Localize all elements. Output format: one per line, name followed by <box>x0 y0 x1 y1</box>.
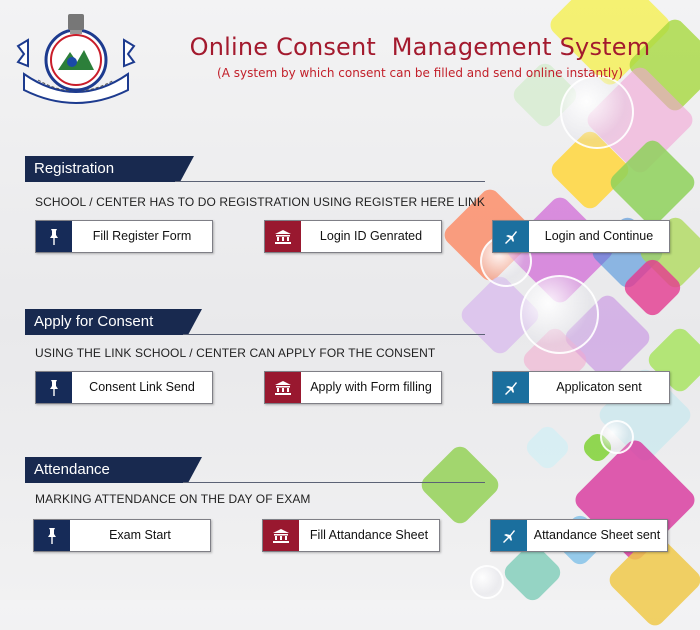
button-label: Exam Start <box>109 528 171 542</box>
section-header-registration: Registration <box>25 156 485 182</box>
button-label: Consent Link Send <box>89 380 195 394</box>
attendance-sheet-sent-button[interactable]: Attandance Sheet sent <box>490 519 668 552</box>
institution-icon <box>263 520 299 551</box>
login-id-generated-button[interactable]: Login ID Genrated <box>264 220 442 253</box>
plane-icon <box>491 520 527 551</box>
pin-icon <box>36 372 72 403</box>
exam-start-button[interactable]: Exam Start <box>33 519 211 552</box>
button-label: Applicaton sent <box>556 380 642 394</box>
section-header-apply-for-consent: Apply for Consent <box>25 309 485 335</box>
section-header-attendance: Attendance <box>25 457 485 483</box>
fill-register-form-button[interactable]: Fill Register Form <box>35 220 213 253</box>
button-label: Fill Attandance Sheet <box>309 528 429 542</box>
pin-icon <box>36 221 72 252</box>
consent-link-send-button[interactable]: Consent Link Send <box>35 371 213 404</box>
button-label: Apply with Form filling <box>310 380 432 394</box>
button-label: Fill Register Form <box>92 229 192 243</box>
plane-icon <box>493 221 529 252</box>
section-description: SCHOOL / CENTER HAS TO DO REGISTRATION U… <box>35 195 485 209</box>
section-description: USING THE LINK SCHOOL / CENTER CAN APPLY… <box>35 346 436 360</box>
section-heading: Attendance <box>25 457 202 483</box>
page-subtitle: (A system by which consent can be filled… <box>217 66 623 80</box>
page-title: Online Consent Management System <box>189 33 651 61</box>
plane-icon <box>493 372 529 403</box>
section-heading: Registration <box>25 156 194 182</box>
button-label: Attandance Sheet sent <box>533 528 661 542</box>
apply-with-form-filling-button[interactable]: Apply with Form filling <box>264 371 442 404</box>
emblem-logo <box>14 10 138 110</box>
button-label: Login ID Genrated <box>319 229 423 243</box>
fill-attendance-sheet-button[interactable]: Fill Attandance Sheet <box>262 519 440 552</box>
section-heading: Apply for Consent <box>25 309 202 335</box>
section-description: MARKING ATTENDANCE ON THE DAY OF EXAM <box>35 492 311 506</box>
button-label: Login and Continue <box>544 229 654 243</box>
application-sent-button[interactable]: Applicaton sent <box>492 371 670 404</box>
institution-icon <box>265 372 301 403</box>
institution-icon <box>265 221 301 252</box>
pin-icon <box>34 520 70 551</box>
login-and-continue-button[interactable]: Login and Continue <box>492 220 670 253</box>
